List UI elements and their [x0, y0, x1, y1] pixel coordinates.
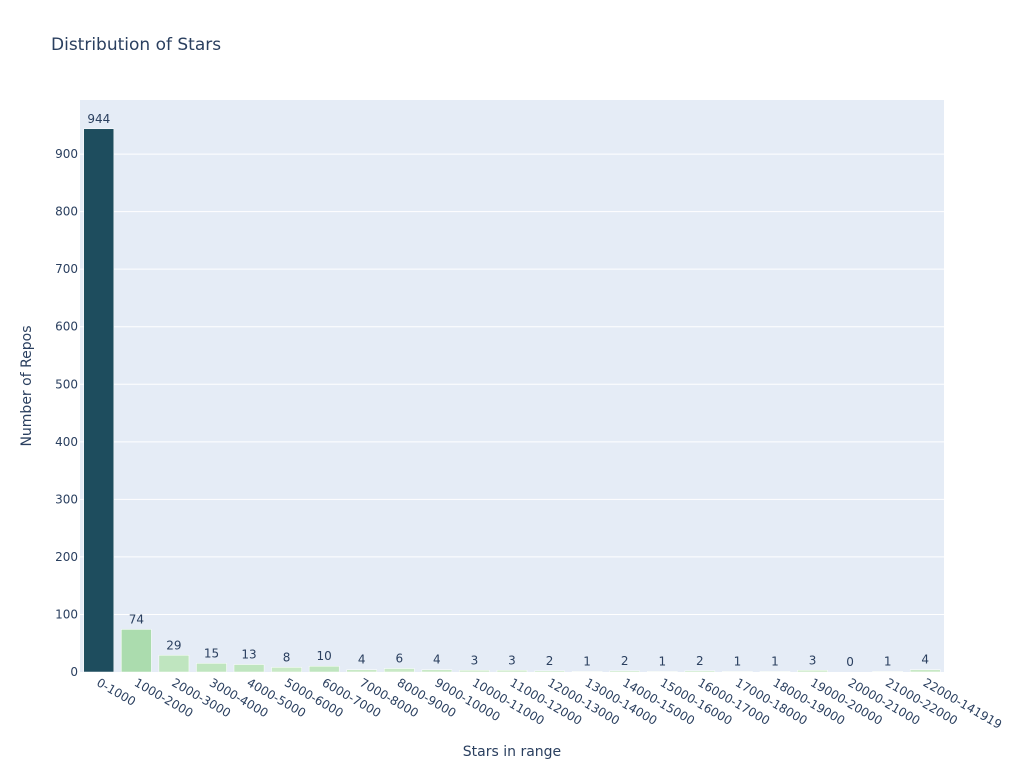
data-label-17000-18000: 1	[734, 654, 742, 668]
y-tick-label: 800	[55, 205, 78, 219]
data-label-10000-11000: 3	[471, 653, 479, 667]
bar-7000-8000[interactable]	[346, 669, 378, 673]
bar-19000-20000[interactable]	[797, 670, 828, 673]
bar-8000-9000[interactable]	[384, 668, 415, 673]
data-label-8000-9000: 6	[395, 652, 403, 666]
bar-13000-14000[interactable]	[571, 671, 603, 673]
data-label-18000-19000: 1	[771, 654, 779, 668]
y-tick-label: 400	[55, 435, 78, 449]
x-axis-title: Stars in range	[463, 744, 561, 760]
bar-11000-12000[interactable]	[496, 670, 528, 673]
data-label-21000-22000: 1	[884, 654, 892, 668]
data-label-16000-17000: 2	[696, 654, 704, 668]
data-label-20000-21000: 0	[846, 655, 854, 669]
data-label-12000-13000: 2	[546, 654, 554, 668]
bar-5000-6000[interactable]	[271, 667, 302, 673]
bar-15000-16000[interactable]	[646, 671, 678, 673]
data-label-7000-8000: 4	[358, 653, 366, 667]
data-label-5000-6000: 8	[283, 650, 291, 664]
bar-0-1000[interactable]	[83, 128, 115, 673]
bar-12000-13000[interactable]	[534, 670, 565, 673]
data-label-0-1000: 944	[87, 112, 110, 126]
bar-22000-141919[interactable]	[909, 669, 941, 673]
data-label-13000-14000: 1	[583, 654, 591, 668]
data-label-22000-141919: 4	[921, 653, 929, 667]
bars	[83, 128, 941, 673]
data-label-1000-2000: 74	[129, 612, 144, 626]
chart-title: Distribution of Stars	[51, 35, 221, 55]
y-tick-label: 0	[70, 665, 78, 679]
bar-2000-3000[interactable]	[158, 655, 190, 673]
data-label-15000-16000: 1	[658, 654, 666, 668]
data-label-4000-5000: 13	[241, 648, 256, 662]
bar-21000-22000[interactable]	[872, 671, 903, 673]
y-tick-label: 300	[55, 492, 78, 506]
bar-16000-17000[interactable]	[684, 670, 716, 673]
bar-6000-7000[interactable]	[308, 665, 340, 673]
y-tick-label: 500	[55, 377, 78, 391]
gridlines	[80, 153, 944, 615]
bar-3000-4000[interactable]	[196, 663, 227, 673]
y-axis-ticks: 0 100 200 300 400 500 600 700 800 900	[55, 147, 78, 679]
y-tick-label: 600	[55, 320, 78, 334]
data-label-6000-7000: 10	[317, 649, 332, 663]
data-label-9000-10000: 4	[433, 653, 441, 667]
bar-9000-10000[interactable]	[421, 669, 453, 673]
bar-1000-2000[interactable]	[121, 629, 152, 673]
data-label-14000-15000: 2	[621, 654, 629, 668]
y-tick-label: 200	[55, 550, 78, 564]
data-label-19000-20000: 3	[809, 653, 817, 667]
plot-area	[80, 100, 944, 672]
data-label-3000-4000: 15	[204, 646, 219, 660]
y-tick-label: 100	[55, 607, 78, 621]
bar-17000-18000[interactable]	[722, 671, 753, 673]
bar-18000-19000[interactable]	[759, 671, 791, 673]
data-label-11000-12000: 3	[508, 653, 516, 667]
x-tick-label-0-1000: 0-1000	[94, 675, 138, 708]
x-axis-ticks: 0-10001000-20002000-30003000-40004000-50…	[94, 675, 1004, 731]
y-tick-label: 900	[55, 147, 78, 161]
bar-10000-11000[interactable]	[459, 670, 490, 673]
y-tick-label: 700	[55, 262, 78, 276]
bar-14000-15000[interactable]	[609, 670, 640, 673]
bar-4000-5000[interactable]	[233, 664, 265, 673]
data-label-2000-3000: 29	[166, 638, 181, 652]
y-axis-title: Number of Repos	[19, 325, 35, 446]
